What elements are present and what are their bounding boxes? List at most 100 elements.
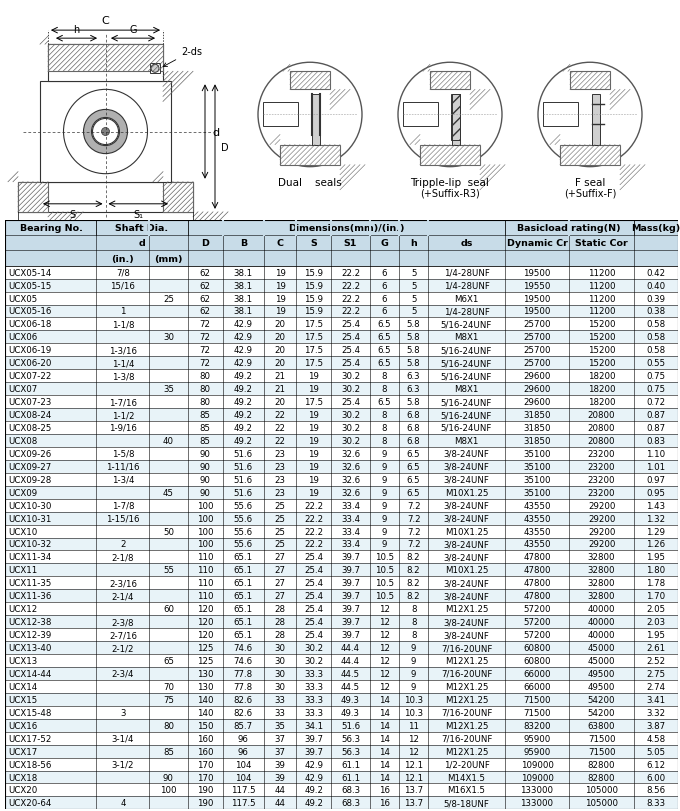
Text: 19: 19 [275, 294, 286, 303]
Text: 15/16: 15/16 [110, 281, 135, 290]
Text: D: D [201, 239, 209, 248]
Bar [5, 435, 678, 448]
Text: 8.2: 8.2 [407, 566, 420, 575]
Text: 30.2: 30.2 [341, 410, 360, 419]
Text: 47800: 47800 [523, 566, 551, 575]
Text: 85: 85 [200, 410, 211, 419]
Text: 5/16-24UNF: 5/16-24UNF [441, 423, 492, 432]
Text: 19: 19 [308, 462, 319, 471]
Text: 63800: 63800 [588, 721, 615, 730]
Text: 37: 37 [275, 734, 286, 743]
Text: 25.4: 25.4 [304, 617, 324, 626]
Text: 1.70: 1.70 [647, 591, 666, 600]
Text: 42.9: 42.9 [234, 333, 253, 342]
Text: 9: 9 [381, 514, 387, 523]
Text: 38.1: 38.1 [234, 268, 253, 277]
Bar [570, 72, 610, 90]
Text: 44.5: 44.5 [341, 682, 360, 691]
Text: 100: 100 [197, 501, 214, 510]
Text: 5.05: 5.05 [647, 747, 666, 756]
Text: 85: 85 [200, 436, 211, 445]
Text: 45: 45 [163, 488, 174, 497]
Text: 2.03: 2.03 [647, 617, 666, 626]
Text: UCX12-39: UCX12-39 [8, 630, 52, 639]
Text: 32800: 32800 [588, 591, 615, 600]
Text: 90: 90 [163, 773, 174, 782]
Bar [5, 512, 678, 525]
Text: 70: 70 [163, 682, 174, 691]
Text: B: B [102, 228, 109, 238]
Text: 19: 19 [308, 488, 319, 497]
Text: 6.5: 6.5 [407, 462, 420, 471]
Text: 30.2: 30.2 [341, 384, 360, 393]
Text: UCX13-40: UCX13-40 [8, 643, 52, 652]
Text: 51.6: 51.6 [234, 462, 253, 471]
Text: 110: 110 [197, 553, 214, 562]
Text: 47800: 47800 [523, 591, 551, 600]
Text: 82800: 82800 [588, 773, 615, 782]
Text: UCX09: UCX09 [8, 488, 37, 497]
Text: 19: 19 [275, 281, 286, 290]
Text: 17.5: 17.5 [304, 397, 324, 406]
Bar [560, 145, 620, 165]
Text: 28: 28 [275, 630, 286, 639]
Text: 20: 20 [275, 345, 286, 355]
Text: 8.2: 8.2 [407, 591, 420, 600]
Bar [5, 693, 678, 706]
Text: 2.75: 2.75 [647, 669, 666, 678]
Bar [403, 103, 438, 127]
Text: 42.9: 42.9 [234, 358, 253, 368]
Text: 22.2: 22.2 [304, 540, 324, 549]
Text: 1/4-28UNF: 1/4-28UNF [443, 268, 490, 277]
Text: 190: 190 [197, 798, 214, 808]
Text: 25: 25 [275, 501, 286, 510]
Text: 1/4-28UNF: 1/4-28UNF [443, 307, 490, 316]
Text: 1-1/2: 1-1/2 [112, 410, 134, 419]
Text: 33: 33 [275, 695, 286, 704]
Text: 11: 11 [408, 721, 419, 730]
Text: UCX14-44: UCX14-44 [8, 669, 52, 678]
Bar [5, 538, 678, 551]
Text: 6.5: 6.5 [377, 320, 391, 329]
Text: 10.3: 10.3 [404, 708, 423, 717]
Text: 25: 25 [163, 294, 174, 303]
Text: 1: 1 [120, 307, 126, 316]
Text: 19: 19 [308, 423, 319, 432]
Text: 5/16-24UNF: 5/16-24UNF [441, 397, 492, 406]
Text: 1.78: 1.78 [647, 578, 666, 588]
Text: UCX08-24: UCX08-24 [8, 410, 52, 419]
Text: UCX05-15: UCX05-15 [8, 281, 52, 290]
Text: UCX06-18: UCX06-18 [8, 320, 52, 329]
Bar [5, 266, 678, 279]
Text: UCX11-35: UCX11-35 [8, 578, 52, 588]
Bar [5, 719, 678, 732]
Text: 95900: 95900 [524, 747, 551, 756]
Text: UCX15: UCX15 [8, 695, 37, 704]
Text: 11200: 11200 [588, 268, 615, 277]
Text: 12: 12 [379, 617, 390, 626]
Text: 49500: 49500 [588, 669, 615, 678]
Text: 6.8: 6.8 [407, 423, 420, 432]
Text: M12X1.25: M12X1.25 [445, 721, 488, 730]
Text: 16: 16 [379, 786, 390, 795]
Text: UCX06-20: UCX06-20 [8, 358, 52, 368]
Text: 1/4-28UNF: 1/4-28UNF [443, 281, 490, 290]
Text: 12: 12 [379, 682, 390, 691]
Bar [5, 603, 678, 616]
Text: 1.29: 1.29 [647, 527, 666, 536]
Text: 3/8-24UNF: 3/8-24UNF [443, 540, 490, 549]
Text: 20800: 20800 [588, 423, 615, 432]
Text: 7/16-20UNF: 7/16-20UNF [441, 708, 492, 717]
Text: 17.5: 17.5 [304, 358, 324, 368]
Text: 6.8: 6.8 [407, 410, 420, 419]
Text: 21: 21 [275, 371, 286, 380]
Text: 51.6: 51.6 [234, 475, 253, 484]
Text: 39.7: 39.7 [341, 578, 360, 588]
Text: S₁: S₁ [133, 209, 143, 220]
Text: 0.58: 0.58 [647, 320, 666, 329]
Text: 8.2: 8.2 [407, 553, 420, 562]
Text: 32.6: 32.6 [341, 488, 360, 497]
Text: 14: 14 [379, 734, 390, 743]
Text: 23: 23 [275, 462, 286, 471]
Text: 75: 75 [163, 695, 174, 704]
